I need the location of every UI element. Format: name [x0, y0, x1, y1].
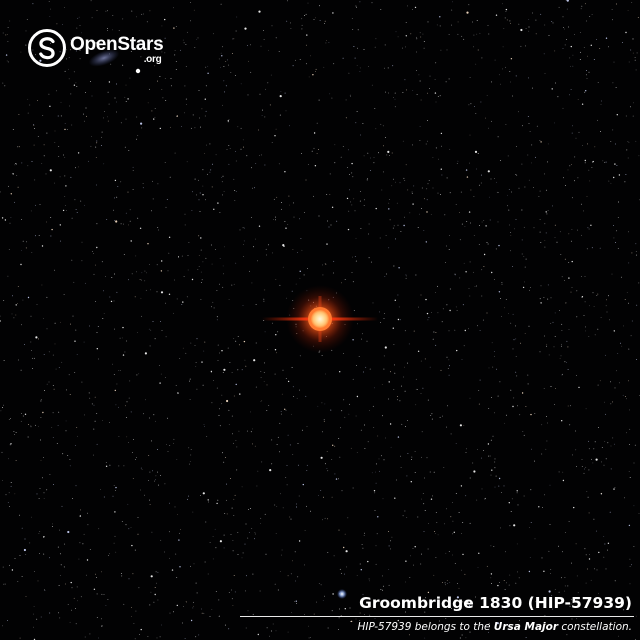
- blue-star-bottom: [337, 589, 347, 599]
- constellation-name: Ursa Major: [493, 621, 559, 633]
- star-caption: Groombridge 1830 (HIP-57939) HIP-57939 b…: [240, 593, 634, 634]
- galaxy-smudge: [88, 49, 120, 67]
- logo-wordmark: OpenStars .org: [70, 34, 164, 66]
- bright-star-upper-left: [135, 68, 141, 74]
- openstars-logo[interactable]: OpenStars .org: [27, 28, 164, 68]
- description-suffix: constellation.: [558, 621, 632, 633]
- caption-divider: [240, 616, 634, 617]
- logo-domain-suffix: .org: [143, 54, 162, 65]
- star-description: HIP-57939 belongs to the Ursa Major cons…: [240, 620, 632, 634]
- description-prefix: HIP-57939 belongs to the: [357, 621, 494, 633]
- groombridge-1830-star: [262, 285, 378, 353]
- openstars-s-icon: [28, 29, 66, 67]
- logo-name: OpenStars: [70, 34, 164, 55]
- star-title: Groombridge 1830 (HIP-57939): [359, 594, 632, 612]
